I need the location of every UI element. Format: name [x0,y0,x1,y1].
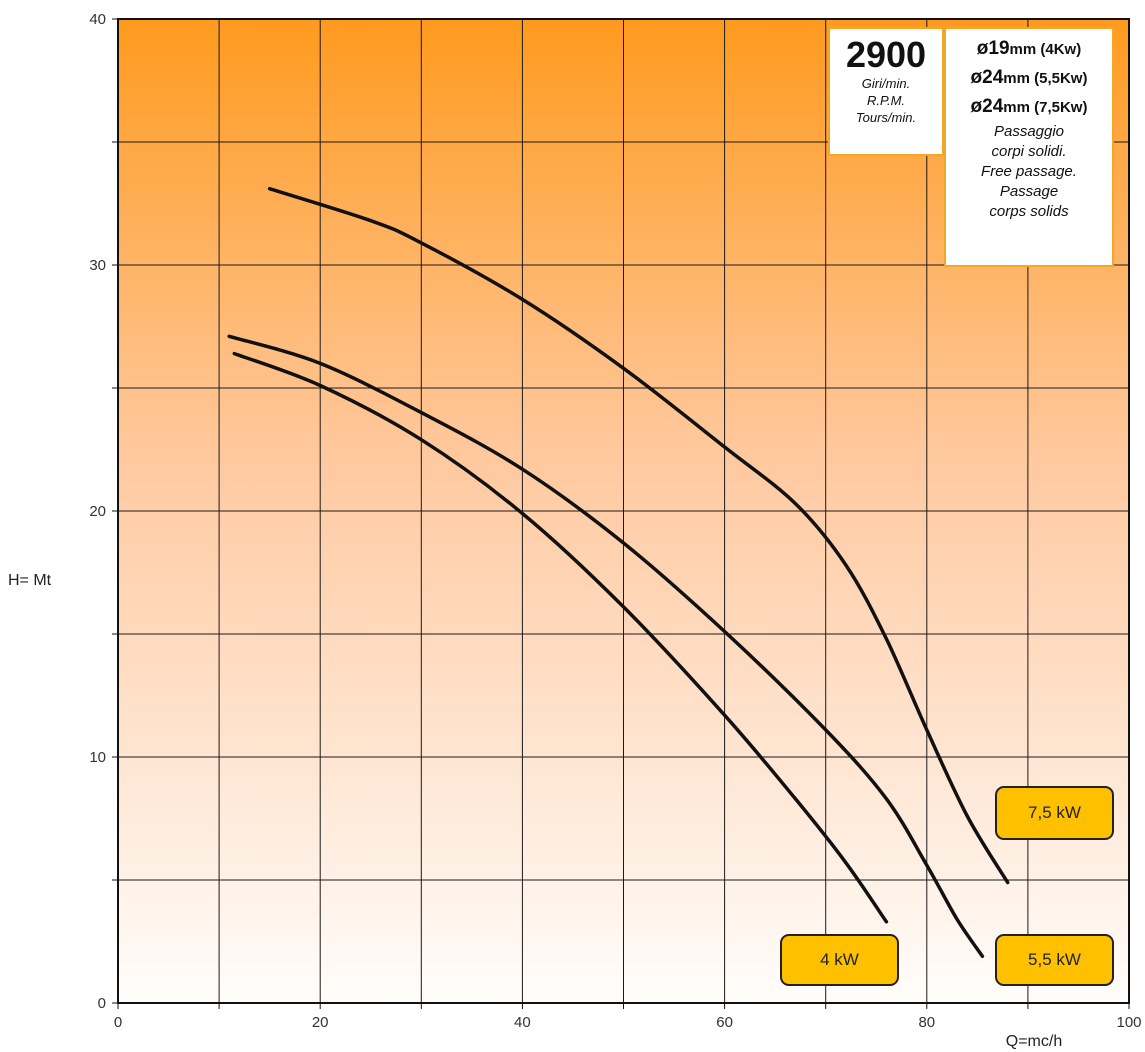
free-passage-row: ø24mm (5,5Kw) [946,64,1112,93]
x-tick-label: 100 [1116,1014,1141,1031]
rpm-unit-fr: Tours/min. [855,110,917,125]
x-axis-label: Q=mc/h [1006,1033,1062,1050]
series-group [227,186,1010,959]
free-passage-text: Free passage. [981,163,1077,180]
series-line-1 [227,334,985,959]
y-tick-label: 40 [89,11,106,28]
series-label-4kw: 4 kW [780,934,899,986]
plot-border [117,18,1130,1004]
diameter-value: ø24 [970,96,1004,117]
rpm-unit-en: R.P.M. [866,93,906,108]
x-tick-label: 20 [312,1014,329,1031]
diameter-value: ø19 [976,38,1010,59]
y-axis: 0 10 20 30 40 [89,11,118,1012]
y-tick-label: 10 [89,749,106,766]
free-passage-text: Passage [999,183,1059,200]
x-tick-label: 60 [716,1014,733,1031]
free-passage-text: Passaggio [993,123,1065,140]
free-passage-row: ø19mm (4Kw) [946,35,1112,64]
rpm-unit-it: Giri/min. [861,76,911,91]
x-tick-label: 40 [514,1014,531,1031]
rpm-info-box: 2900 Giri/min. R.P.M. Tours/min. [828,27,944,156]
series-line-2 [267,186,1010,885]
series-label-5-5kw: 5,5 kW [995,934,1114,986]
series-label-7-5kw: 7,5 kW [995,786,1114,840]
x-tick-label: 80 [918,1014,935,1031]
y-tick-label: 30 [89,257,106,274]
x-tick-label: 0 [114,1014,122,1031]
diameter-unit: mm (4Kw) [1009,41,1082,58]
free-passage-row: ø24mm (7,5Kw) [946,93,1112,122]
diameter-value: ø24 [970,67,1004,88]
diameter-unit: mm (7,5Kw) [1003,99,1088,116]
y-axis-label: H= Mt [8,572,52,589]
y-tick-label: 20 [89,503,106,520]
free-passage-text: corpi solidi. [991,143,1067,160]
y-tick-label: 0 [98,995,106,1012]
series-line-0 [232,351,889,924]
x-axis: 0 20 40 60 80 100 [114,1003,1142,1031]
free-passage-text: corps solids [989,203,1069,220]
diameter-unit: mm (5,5Kw) [1003,70,1088,87]
rpm-value: 2900 [845,34,927,75]
free-passage-box: ø19mm (4Kw) ø24mm (5,5Kw) ø24mm (7,5Kw) … [944,27,1114,267]
